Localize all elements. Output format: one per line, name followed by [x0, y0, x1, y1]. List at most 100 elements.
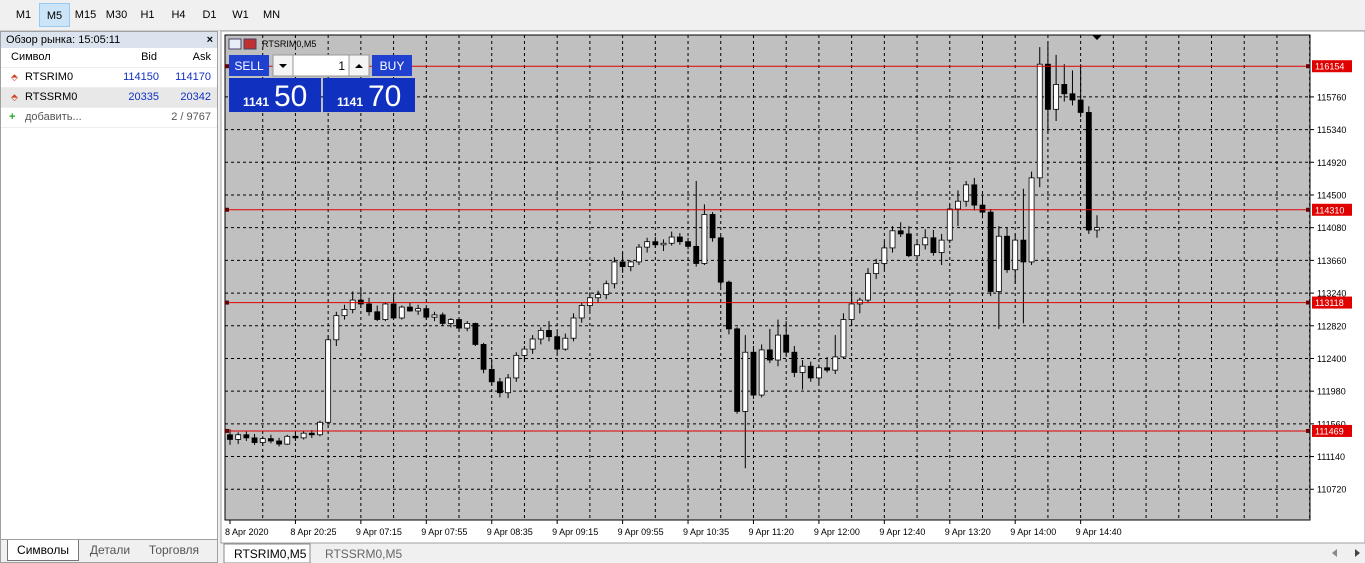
- timeframe-button[interactable]: W1: [232, 9, 249, 21]
- shift-marker: [1092, 35, 1102, 40]
- timeframe-button[interactable]: M15: [74, 9, 97, 21]
- market-watch: Обзор рынка: 15:05:11 × Символ Bid Ask ⬘ R…: [0, 31, 218, 563]
- chart-title: RTSRIM0,M5: [262, 39, 316, 49]
- candle-body: [636, 246, 642, 263]
- buy-button[interactable]: [372, 55, 412, 76]
- title: Обзор рынка: 15:05:11: [6, 34, 121, 46]
- timeframe-button[interactable]: D1: [202, 9, 217, 21]
- candle-body: [439, 314, 446, 324]
- tab-active: [223, 543, 311, 563]
- candle-body: [357, 299, 364, 305]
- candle-body: [235, 434, 242, 440]
- chart-tab[interactable]: RTSRIM0,M5: [234, 547, 307, 561]
- ask: 20342: [180, 91, 211, 103]
- candle-body: [750, 351, 757, 396]
- candle-body: [881, 247, 888, 264]
- x-tick-label: 9 Apr 08:35: [487, 527, 533, 537]
- candle-body: [398, 306, 405, 319]
- candle-body: [1077, 99, 1084, 113]
- y-tick-label: 111560: [1317, 419, 1346, 429]
- chart-icon: [243, 38, 257, 50]
- timeframe-button[interactable]: H1: [140, 9, 155, 21]
- tab[interactable]: Детали: [89, 543, 131, 557]
- y-tick-label: 114500: [1317, 190, 1346, 200]
- candle-body: [676, 236, 683, 243]
- tab-bar: [221, 544, 1365, 563]
- timeframe-button[interactable]: M5: [39, 3, 70, 27]
- candle-body: [987, 211, 994, 292]
- tab[interactable]: Торговля: [148, 543, 200, 557]
- x-tick-label: 9 Apr 09:55: [618, 527, 664, 537]
- symbol-row[interactable]: ⬘ RTSRIM0 114150 114170: [1, 68, 217, 88]
- candle-body: [938, 239, 945, 253]
- y-tick-label: 113660: [1317, 256, 1346, 266]
- add[interactable]: добавить...: [25, 111, 82, 123]
- timeframe-button[interactable]: MN: [262, 9, 281, 21]
- y-tick-label: 110720: [1317, 485, 1346, 495]
- candle-body: [742, 351, 749, 412]
- candle-body: [317, 421, 323, 436]
- candle-body: [799, 365, 806, 373]
- candle-body: [325, 339, 332, 423]
- candle-body: [1053, 84, 1060, 110]
- candle-body: [259, 438, 266, 443]
- timeframe-button[interactable]: M1: [15, 9, 32, 21]
- candle-body: [267, 438, 274, 442]
- candle-body: [693, 245, 700, 264]
- candle-body: [382, 303, 389, 320]
- x-tick-label: 9 Apr 07:15: [356, 527, 402, 537]
- sell-label: SELL: [234, 59, 264, 73]
- timeframe-button[interactable]: M30: [105, 9, 128, 21]
- add-row[interactable]: + добавить... 2 / 9767: [1, 108, 217, 128]
- candle-body: [873, 263, 880, 275]
- scroll-left: [1332, 549, 1337, 557]
- candle-body: [766, 349, 773, 361]
- candle-body: [513, 354, 520, 379]
- close-button[interactable]: ×: [206, 34, 213, 46]
- x-tick-label: 9 Apr 12:40: [879, 527, 925, 537]
- candle-body: [832, 356, 839, 371]
- x-tick-label: 9 Apr 12:00: [814, 527, 860, 537]
- plot-area: [224, 34, 1311, 521]
- candle-body: [709, 214, 716, 239]
- candle-body: [227, 434, 233, 440]
- level-label: 111469: [1315, 426, 1344, 436]
- bid-small: 50: [274, 80, 307, 113]
- candle-body: [971, 184, 978, 206]
- candle-body: [472, 323, 479, 345]
- candle-body: [701, 214, 708, 264]
- x-tick-label: 8 Apr 2020: [225, 527, 269, 537]
- candle-body: [717, 237, 724, 283]
- candle-body: [1069, 93, 1076, 101]
- candle-body: [333, 315, 340, 341]
- candle-body: [570, 317, 577, 339]
- tab[interactable]: Символы: [7, 540, 79, 561]
- symbol-row[interactable]: ⬘ RTSSRM0 20335 20342: [1, 88, 217, 108]
- ask-big: 1141: [337, 95, 363, 109]
- level-label-bg: [1312, 424, 1352, 437]
- candle-body: [611, 261, 618, 285]
- timeframe-button[interactable]: H4: [171, 9, 186, 21]
- level-label: 113118: [1315, 298, 1344, 308]
- y-tick-label: 114920: [1317, 158, 1346, 168]
- candle-body: [791, 351, 798, 373]
- col: Ask: [192, 51, 211, 63]
- level-end: [1306, 428, 1310, 433]
- candle-body: [562, 337, 569, 350]
- candle-body: [963, 184, 970, 202]
- chart-icon: [228, 38, 242, 50]
- col: Символ: [11, 51, 51, 63]
- candle-body: [586, 297, 593, 306]
- candle-body: [1085, 112, 1092, 231]
- header-row: Символ Bid Ask: [1, 48, 217, 68]
- chart-tab[interactable]: RTSSRM0,M5: [325, 547, 402, 561]
- candle-body: [366, 303, 372, 313]
- candle-body: [464, 323, 471, 329]
- buy-label: BUY: [380, 59, 405, 73]
- candle-body: [390, 303, 397, 319]
- candle-body: [251, 437, 258, 443]
- candle-body: [816, 367, 822, 379]
- arrow: [279, 64, 287, 68]
- sell-button[interactable]: [229, 55, 269, 76]
- x-tick-label: 9 Apr 14:40: [1076, 527, 1122, 537]
